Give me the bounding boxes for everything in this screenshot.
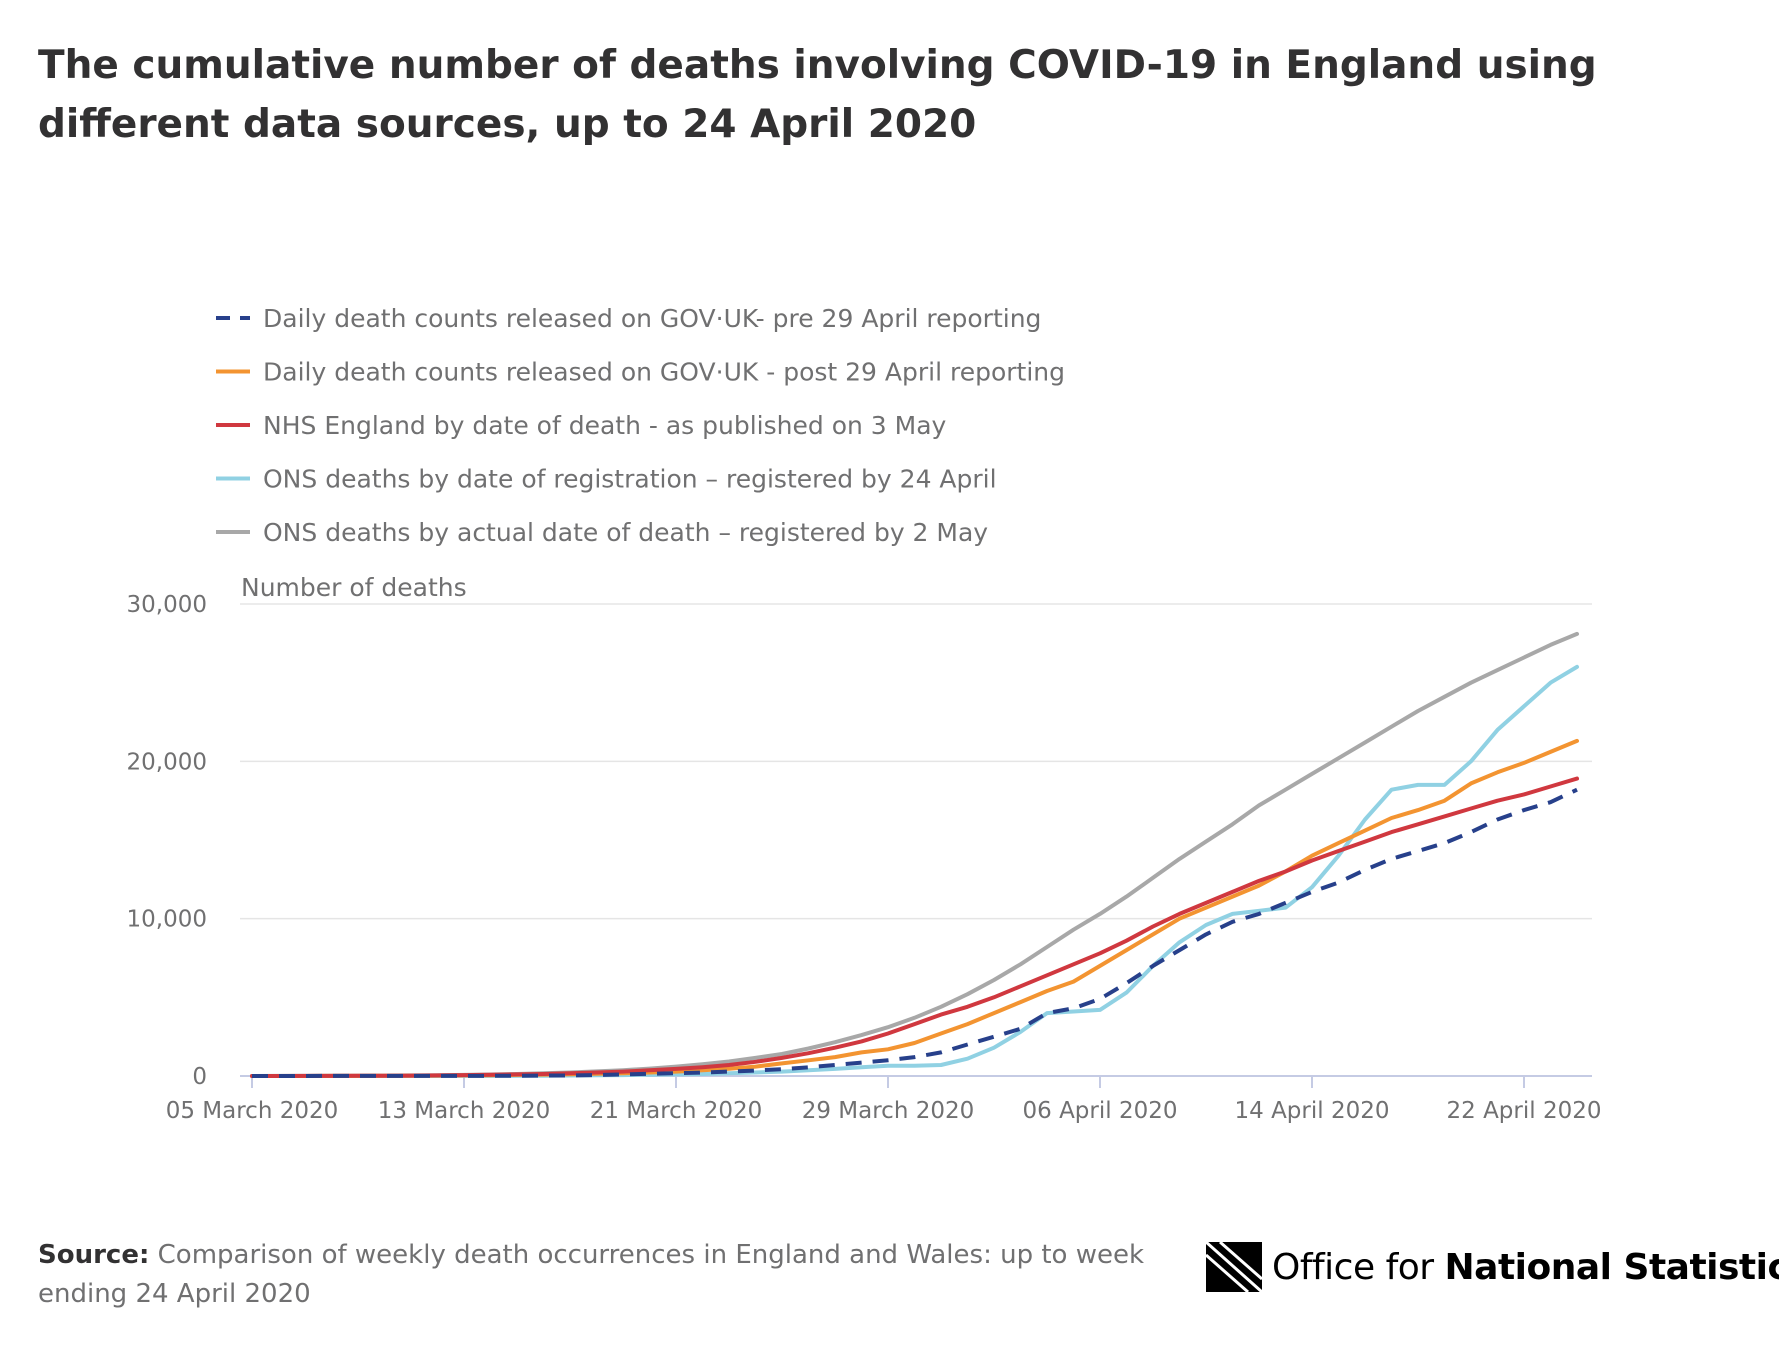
legend-label: ONS deaths by date of registration – reg… — [263, 465, 997, 494]
source-label: Source: — [38, 1240, 150, 1270]
legend-item: Daily death counts released on GOV·UK- p… — [216, 304, 1041, 333]
series-line — [250, 631, 1579, 1078]
ons-logo-icon — [1206, 1242, 1262, 1292]
legend-label: Daily death counts released on GOV·UK- p… — [263, 304, 1041, 333]
x-tick-label: 21 March 2020 — [590, 1098, 763, 1124]
legend-item: NHS England by date of death - as publis… — [216, 411, 947, 440]
x-tick-label: 13 March 2020 — [378, 1098, 551, 1124]
source-note: Source: Comparison of weekly death occur… — [38, 1236, 1188, 1314]
gridlines — [240, 603, 1592, 920]
legend-label: ONS deaths by actual date of death – reg… — [263, 518, 988, 547]
y-tick-label: 10,000 — [127, 907, 207, 933]
y-tick-label: 0 — [192, 1064, 207, 1090]
ons-logo-text: Office for National Statistics — [1272, 1246, 1779, 1288]
x-tick-label: 14 April 2020 — [1235, 1098, 1390, 1124]
x-tick-label: 22 April 2020 — [1447, 1098, 1602, 1124]
x-tick-label: 29 March 2020 — [802, 1098, 975, 1124]
legend-item: ONS deaths by date of registration – reg… — [216, 465, 997, 494]
x-tick-label: 06 April 2020 — [1023, 1098, 1178, 1124]
legend-label: NHS England by date of death - as publis… — [263, 411, 947, 440]
chart-title: The cumulative number of deaths involvin… — [38, 43, 1597, 147]
y-axis: 0 10,000 20,000 30,000 — [127, 592, 207, 1090]
series-line — [252, 787, 1578, 1078]
y-tick-label: 30,000 — [127, 592, 207, 618]
series-line — [250, 664, 1579, 1078]
series-group — [250, 631, 1579, 1078]
y-tick-label: 20,000 — [127, 749, 207, 775]
y-axis-label: Number of deaths — [241, 573, 467, 602]
legend-label: Daily death counts released on GOV·UK - … — [263, 358, 1065, 387]
x-tick-label: 05 March 2020 — [166, 1098, 339, 1124]
x-axis: 05 March 2020 13 March 2020 21 March 2020 2… — [166, 1075, 1602, 1124]
source-text: Comparison of weekly death occurrences i… — [38, 1240, 1145, 1309]
ons-logo: Office for National Statistics — [1206, 1242, 1779, 1292]
legend: Daily death counts released on GOV·UK- p… — [216, 304, 1065, 547]
legend-item: ONS deaths by actual date of death – reg… — [216, 518, 988, 547]
legend-item: Daily death counts released on GOV·UK - … — [216, 358, 1065, 387]
